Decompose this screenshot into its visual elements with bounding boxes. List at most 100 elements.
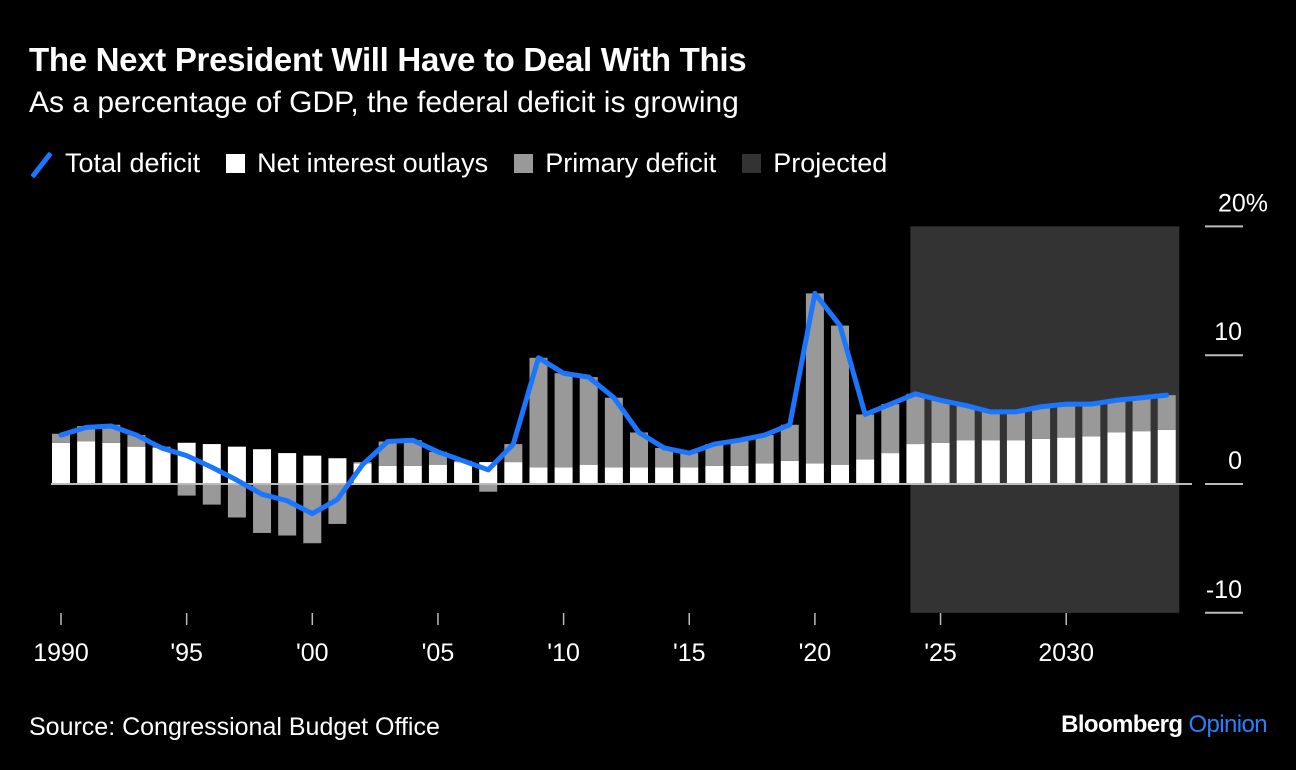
primary-deficit-bar <box>956 405 975 441</box>
primary-deficit-bar <box>881 404 900 454</box>
primary-deficit-bar <box>1157 395 1176 430</box>
y-tick-label: 20% <box>1218 189 1268 217</box>
net-interest-bar <box>127 446 146 484</box>
net-interest-bar <box>52 442 70 484</box>
primary-deficit-bar <box>579 377 598 465</box>
net-interest-bar <box>1157 429 1176 484</box>
square-swatch-icon <box>742 154 762 173</box>
primary-deficit-bar <box>1006 411 1025 441</box>
chart-subtitle: As a percentage of GDP, the federal defi… <box>29 86 739 119</box>
net-interest-bar <box>278 453 297 484</box>
brand-accent: Opinion <box>1188 711 1267 738</box>
legend-item-total-deficit: Total deficit <box>29 148 200 179</box>
legend: Total deficit Net interest outlays Prima… <box>29 148 913 179</box>
y-tick-label: 10 <box>1214 318 1242 346</box>
primary-deficit-bar <box>705 444 724 466</box>
primary-deficit-bar <box>177 484 196 496</box>
y-tick-label: -10 <box>1206 576 1242 604</box>
primary-deficit-bar <box>278 484 297 536</box>
legend-label: Total deficit <box>65 148 201 178</box>
net-interest-bar <box>1057 437 1076 484</box>
primary-deficit-bar <box>931 400 950 443</box>
net-interest-bar <box>152 447 171 484</box>
primary-deficit-bar <box>1057 404 1076 438</box>
net-interest-bar <box>629 467 648 484</box>
net-interest-bar <box>831 464 850 484</box>
primary-deficit-bar <box>52 433 70 443</box>
net-interest-bar <box>177 442 196 484</box>
legend-label: Primary deficit <box>545 148 717 178</box>
brand-logo: Bloomberg Opinion <box>1061 711 1267 739</box>
net-interest-bar <box>579 464 598 484</box>
net-interest-bar <box>604 467 623 484</box>
net-interest-bar <box>1132 431 1151 484</box>
x-tick-label: 1990 <box>33 639 89 667</box>
square-swatch-icon <box>514 154 534 173</box>
brand-main: Bloomberg <box>1061 711 1183 738</box>
legend-item-projected: Projected <box>742 148 887 179</box>
source-note: Source: Congressional Budget Office <box>29 713 440 741</box>
primary-deficit-bar <box>856 414 875 460</box>
chart-title: The Next President Will Have to Deal Wit… <box>29 41 747 78</box>
net-interest-bar <box>378 465 397 484</box>
primary-deficit-bar <box>730 440 749 466</box>
net-interest-bar <box>1107 432 1126 484</box>
net-interest-bar <box>403 465 422 484</box>
x-tick-label: 2030 <box>1038 639 1094 667</box>
net-interest-bar <box>303 455 322 484</box>
net-interest-bar <box>981 440 1000 484</box>
net-interest-bar <box>680 467 699 484</box>
primary-deficit-bar <box>755 435 774 464</box>
net-interest-bar <box>755 463 774 484</box>
primary-deficit-bar <box>403 440 422 466</box>
net-interest-bar <box>730 465 749 484</box>
net-interest-bar <box>428 464 447 484</box>
primary-deficit-bar <box>604 397 623 468</box>
net-interest-bar <box>202 444 221 484</box>
net-interest-bar <box>1082 436 1101 484</box>
primary-deficit-bar <box>629 432 648 468</box>
net-interest-bar <box>102 442 121 484</box>
net-interest-bar <box>227 446 246 484</box>
square-swatch-icon <box>226 154 246 173</box>
x-tick-label: '05 <box>422 639 455 667</box>
net-interest-bar <box>454 462 473 484</box>
primary-deficit-bar <box>805 293 824 464</box>
primary-deficit-bar <box>1132 397 1151 432</box>
primary-deficit-bar <box>227 484 246 518</box>
net-interest-bar <box>328 458 347 484</box>
primary-deficit-bar <box>831 325 850 465</box>
net-interest-bar <box>253 449 272 484</box>
primary-deficit-bar <box>479 484 498 492</box>
net-interest-bar <box>881 453 900 484</box>
y-tick-label: 0 <box>1228 447 1242 475</box>
net-interest-bar <box>705 465 724 484</box>
net-interest-bar <box>906 444 925 484</box>
x-tick-label: '20 <box>799 639 832 667</box>
primary-deficit-bar <box>1082 404 1101 437</box>
net-interest-bar <box>856 459 875 484</box>
primary-deficit-bar <box>127 435 146 447</box>
x-tick-label: '25 <box>924 639 957 667</box>
primary-deficit-bar <box>680 453 699 468</box>
net-interest-bar <box>655 467 674 484</box>
primary-deficit-bar <box>981 411 1000 441</box>
net-interest-bar <box>1006 440 1025 484</box>
total-deficit-line <box>58 290 1170 517</box>
net-interest-bar <box>780 460 799 484</box>
net-interest-bar <box>931 442 950 484</box>
primary-deficit-bar <box>1107 400 1126 433</box>
primary-deficit-bar <box>655 447 674 468</box>
primary-deficit-bar <box>529 357 548 468</box>
primary-deficit-bar <box>1032 406 1051 439</box>
net-interest-bar <box>504 462 523 484</box>
primary-deficit-bar <box>202 484 221 505</box>
net-interest-bar <box>1032 438 1051 484</box>
x-tick-label: '00 <box>296 639 329 667</box>
legend-item-primary-deficit: Primary deficit <box>514 148 716 179</box>
x-tick-label: '95 <box>170 639 203 667</box>
net-interest-bar <box>529 467 548 484</box>
legend-label: Projected <box>773 148 888 178</box>
primary-deficit-bar <box>780 424 799 461</box>
